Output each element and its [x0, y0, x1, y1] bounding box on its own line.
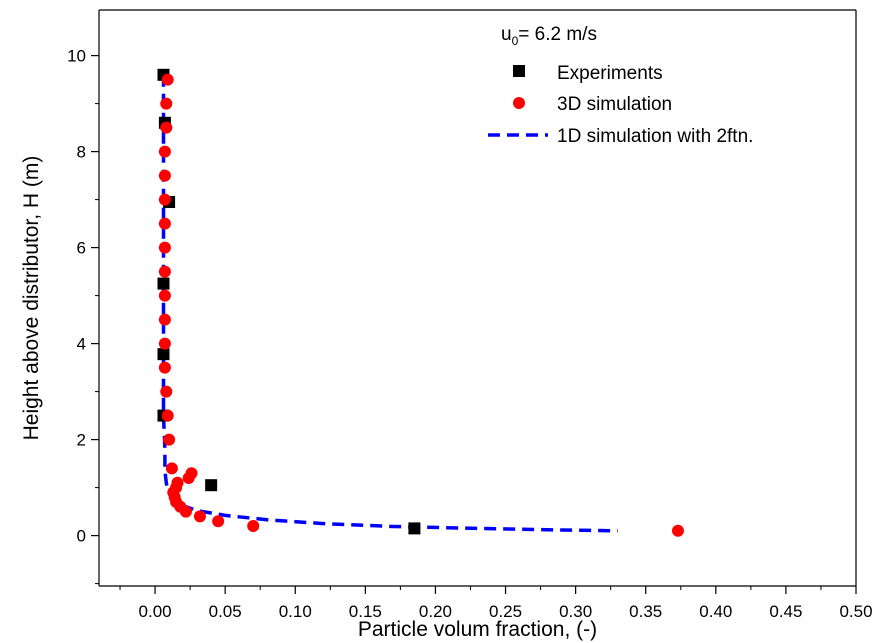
x-tick-label: 0.30: [559, 602, 592, 621]
3d-simulation-point: [158, 169, 171, 182]
experiments-point: [408, 522, 421, 535]
y-tick-label: 0: [77, 527, 86, 546]
3d-simulation-point: [163, 433, 176, 446]
legend-label-3d-simulation: 3D simulation: [557, 94, 672, 115]
x-tick-label: 0.10: [279, 602, 312, 621]
legend: u0= 6.2 m/s Experiments 3D simulation 1D…: [488, 24, 753, 147]
legend-title-main: u: [501, 24, 512, 45]
series-line-1d-simulation: [161, 74, 618, 533]
legend-title-subscript: 0: [512, 34, 519, 48]
3d-simulation-point: [158, 217, 171, 230]
legend-marker-3d-simulation: [513, 97, 525, 109]
x-axis-label: Particle volum fraction, (-): [358, 618, 597, 641]
3d-simulation-point: [158, 337, 171, 350]
x-tick-label: 0.40: [699, 602, 732, 621]
3d-simulation-point: [160, 97, 173, 110]
y-tick-label: 10: [67, 47, 86, 66]
3d-simulation-point: [161, 73, 174, 86]
3d-simulation-point: [158, 145, 171, 158]
3d-simulation-point: [165, 462, 178, 475]
x-tick-label: 0.35: [629, 602, 662, 621]
x-tick-label: 0.25: [489, 602, 522, 621]
experiments-point: [157, 277, 170, 290]
plot-area-frame: [98, 9, 857, 587]
y-axis-ticks: 0 2 4 6 8 10: [67, 47, 99, 585]
3d-simulation-point: [160, 121, 173, 134]
x-axis-ticks: 0.00 0.05 0.10 0.15 0.20 0.25 0.30 0.35 0.40 0.45…: [119, 586, 873, 621]
legend-title: u0= 6.2 m/s: [501, 24, 597, 48]
x-tick-label: 0.15: [349, 602, 382, 621]
y-tick-label: 2: [77, 431, 86, 450]
experiments-point: [205, 479, 218, 492]
3d-simulation-point: [212, 515, 225, 528]
3d-simulation-point: [158, 361, 171, 374]
3d-simulation-point: [193, 510, 206, 523]
legend-title-rest: = 6.2 m/s: [518, 24, 597, 45]
3d-simulation-point: [158, 265, 171, 278]
x-tick-label: 0.00: [139, 602, 172, 621]
3d-simulation-point: [179, 505, 192, 518]
3d-simulation-point: [671, 524, 684, 537]
y-tick-label: 8: [77, 143, 86, 162]
3d-simulation-point: [247, 520, 260, 532]
3d-simulation-point: [158, 241, 171, 254]
3d-simulation-point: [182, 472, 195, 484]
3d-simulation-point: [161, 409, 174, 422]
series-layer: [157, 68, 684, 537]
x-tick-label: 0.20: [419, 602, 452, 621]
x-tick-label: 0.50: [839, 602, 872, 621]
x-tick-label: 0.45: [769, 602, 802, 621]
3d-simulation-point: [158, 193, 171, 206]
3d-simulation-point: [160, 385, 173, 398]
legend-label-experiments: Experiments: [557, 63, 663, 84]
x-tick-label: 0.05: [209, 602, 242, 621]
3d-simulation-point: [158, 289, 171, 302]
legend-label-1d-simulation: 1D simulation with 2ftn.: [557, 126, 753, 147]
y-axis-label: Height above distributor, H (m): [20, 156, 43, 441]
y-tick-label: 6: [77, 239, 86, 258]
legend-marker-experiments: [513, 65, 525, 77]
experiments-point: [157, 348, 170, 361]
3d-simulation-point: [158, 313, 171, 326]
y-tick-label: 4: [77, 335, 86, 354]
